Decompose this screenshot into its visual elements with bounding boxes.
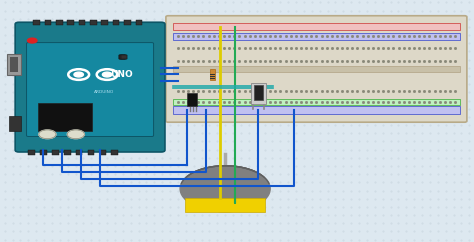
Bar: [136, 20, 142, 25]
Bar: [173, 33, 460, 40]
Bar: [40, 150, 47, 155]
Bar: [90, 20, 97, 25]
Bar: [185, 198, 265, 212]
Bar: [28, 150, 35, 155]
Bar: [173, 23, 460, 30]
Circle shape: [39, 130, 56, 139]
Bar: [251, 83, 266, 104]
Bar: [120, 55, 126, 60]
Bar: [79, 20, 85, 25]
Bar: [7, 54, 21, 75]
Circle shape: [67, 130, 84, 139]
Bar: [254, 85, 263, 100]
Bar: [173, 106, 460, 114]
Bar: [56, 20, 63, 25]
FancyBboxPatch shape: [15, 22, 165, 152]
Bar: [210, 78, 215, 79]
Bar: [187, 93, 197, 106]
Bar: [119, 55, 126, 60]
Bar: [88, 150, 94, 155]
Bar: [111, 150, 118, 155]
Bar: [101, 20, 108, 25]
Circle shape: [27, 38, 37, 43]
Bar: [210, 69, 215, 80]
Bar: [64, 150, 71, 155]
Bar: [119, 55, 125, 60]
Bar: [121, 55, 127, 60]
Bar: [45, 20, 51, 25]
Bar: [173, 66, 460, 72]
Bar: [118, 55, 125, 60]
Bar: [38, 103, 92, 131]
Bar: [113, 20, 119, 25]
FancyBboxPatch shape: [27, 43, 154, 136]
Bar: [33, 20, 40, 25]
Bar: [76, 150, 82, 155]
Bar: [67, 20, 74, 25]
Bar: [124, 20, 131, 25]
Bar: [210, 74, 215, 75]
FancyBboxPatch shape: [166, 16, 467, 122]
Text: UNO: UNO: [110, 70, 133, 79]
Bar: [100, 150, 106, 155]
Circle shape: [74, 72, 83, 77]
Bar: [210, 76, 215, 77]
Circle shape: [180, 166, 270, 212]
Bar: [120, 55, 127, 60]
Bar: [173, 99, 460, 105]
Text: ARDUINO: ARDUINO: [94, 90, 114, 94]
Bar: [10, 57, 18, 72]
Bar: [9, 116, 21, 131]
Bar: [52, 150, 59, 155]
Circle shape: [102, 72, 112, 77]
